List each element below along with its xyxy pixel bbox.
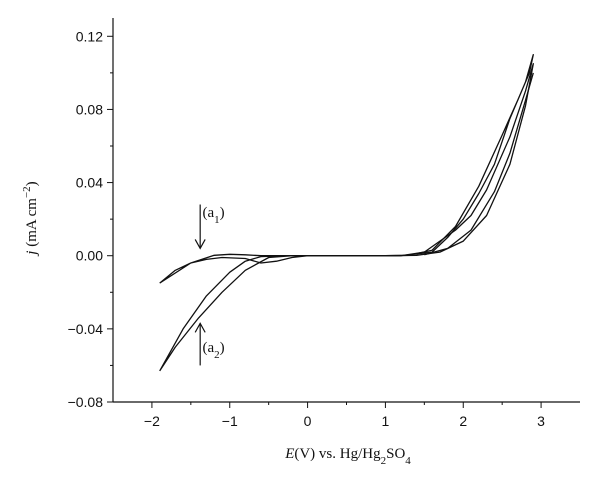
annotations: (a1) (a2) — [194, 204, 225, 366]
x-tick-label: 3 — [537, 413, 545, 429]
y-tick-label: −0.08 — [68, 394, 104, 410]
data-series — [159, 53, 534, 372]
x-tick-label: 1 — [382, 413, 390, 429]
cv-curve-1 — [159, 53, 534, 284]
y-axis-title: j (mA cm−2) — [21, 181, 40, 256]
x-tick-label: 2 — [459, 413, 467, 429]
x-tick-label: −2 — [144, 413, 160, 429]
x-tick-label: −1 — [222, 413, 238, 429]
x-axis-title: E(V) vs. Hg/Hg2SO4 — [284, 446, 411, 467]
annotation-label-a2: (a2) — [203, 340, 225, 361]
cv-curve-3 — [424, 72, 534, 256]
y-tick-label: −0.04 — [68, 321, 104, 337]
annotation-arrow-head — [194, 322, 206, 333]
y-tick-label: 0.00 — [76, 248, 103, 264]
x-tick-label: 0 — [304, 413, 312, 429]
tick-marks: −2 −1 0 1 2 3 −0.08 −0.04 0.00 0.04 0.08 0.12 — [68, 28, 546, 429]
y-tick-label: 0.04 — [76, 175, 103, 191]
y-tick-label: 0.08 — [76, 101, 103, 117]
cv-curve-2 — [159, 63, 534, 372]
annotation-label-a1: (a1) — [203, 205, 225, 226]
axes — [112, 18, 580, 403]
annotation-arrow-head — [194, 239, 206, 250]
y-tick-label: 0.12 — [76, 28, 103, 44]
